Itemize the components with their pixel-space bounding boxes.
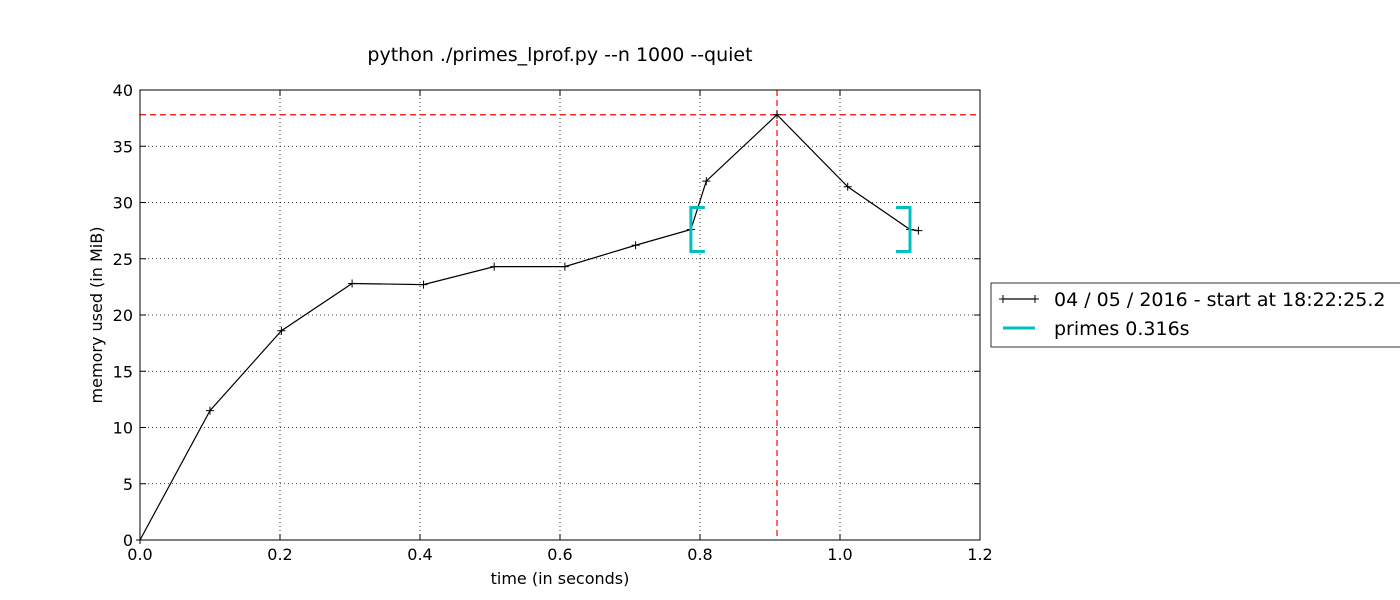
- function-start-bracket: [689, 206, 705, 253]
- legend-box: [990, 282, 1400, 348]
- data-point: [914, 226, 923, 235]
- data-point: [631, 241, 640, 250]
- y-tick-label: 0: [123, 531, 133, 550]
- data-point: [843, 182, 852, 191]
- y-tick-label: 40: [113, 81, 133, 100]
- data-point: [348, 279, 357, 288]
- legend-series-marker-right: [1031, 295, 1039, 303]
- y-tick-label: 10: [113, 419, 133, 438]
- y-tick-label: 35: [113, 137, 133, 156]
- chart-title: python ./primes_lprof.py --n 1000 --quie…: [367, 44, 752, 66]
- x-tick-label: 0.8: [687, 545, 712, 564]
- y-tick-label: 25: [113, 250, 133, 269]
- x-tick-label: 1.2: [967, 545, 992, 564]
- x-tick-label: 0.4: [407, 545, 432, 564]
- function-end-bracket: [896, 206, 912, 253]
- series-line: [139, 113, 919, 541]
- x-tick-label: 0.6: [547, 545, 572, 564]
- y-axis-label: memory used (in MiB): [87, 227, 106, 404]
- axis-ticks: 0.0 0.2 0.4 0.6 0.8 1.0 1.2 0 5 10 15 20 25 30 35 40: [113, 81, 993, 564]
- data-point: [490, 262, 499, 271]
- grid: [139, 89, 981, 541]
- x-tick-label: 0.0: [127, 545, 152, 564]
- y-tick-label: 15: [113, 362, 133, 381]
- y-tick-label: 5: [123, 475, 133, 494]
- legend: 04 / 05 / 2016 - start at 18:22:25.2 pri…: [990, 282, 1400, 348]
- data-point: [560, 262, 569, 271]
- function-markers: [689, 206, 912, 253]
- legend-series-label: 04 / 05 / 2016 - start at 18:22:25.2: [1054, 289, 1386, 311]
- y-tick-label: 30: [113, 194, 133, 213]
- data-point: [277, 326, 286, 335]
- data-point: [419, 280, 428, 289]
- x-tick-label: 0.2: [267, 545, 292, 564]
- x-tick-label: 1.0: [827, 545, 852, 564]
- data-point: [773, 110, 781, 119]
- y-tick-label: 20: [113, 306, 133, 325]
- legend-series-marker-left: [999, 295, 1007, 303]
- data-point: [702, 177, 711, 186]
- peak-reference-lines: [140, 90, 980, 540]
- data-point: [206, 406, 214, 415]
- series-layer: [136, 110, 923, 544]
- legend-function-label: primes 0.316s: [1054, 318, 1190, 340]
- x-axis-label: time (in seconds): [491, 569, 630, 588]
